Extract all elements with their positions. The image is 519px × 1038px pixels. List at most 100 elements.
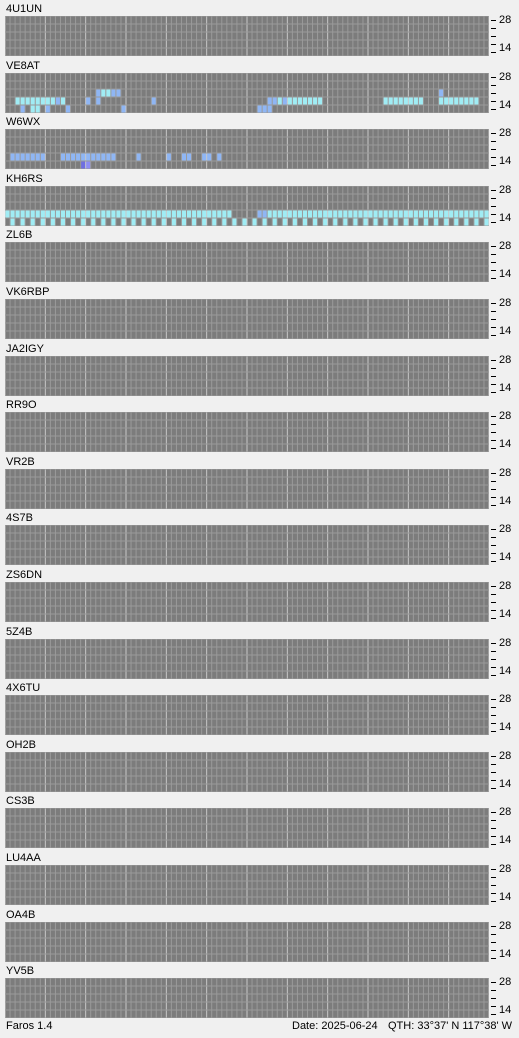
band-label-top: 28 — [499, 806, 512, 818]
station-label-4u1un: 4U1UN — [6, 3, 43, 15]
signal-cell — [453, 97, 459, 105]
signal-cell — [393, 210, 399, 218]
band-label-bottom: 14 — [499, 99, 512, 111]
signal-cell — [50, 210, 56, 218]
signal-cell — [257, 210, 263, 218]
band-label-bottom: 14 — [499, 438, 512, 450]
signal-cell — [80, 153, 86, 161]
band-grid-vk6rbp — [5, 299, 489, 339]
station-label-yv5b: YV5B — [6, 965, 35, 977]
band-tick — [491, 618, 496, 619]
band-label-top: 28 — [499, 14, 512, 26]
band-tick — [491, 497, 496, 498]
band-axis: 28 14 — [490, 637, 519, 679]
signal-cell — [297, 97, 303, 105]
band-tick — [491, 788, 496, 789]
band-tick — [491, 327, 496, 328]
signal-cell — [151, 210, 157, 218]
band-tick — [491, 901, 496, 902]
station-label-rr9o: RR9O — [6, 399, 37, 411]
signal-cell — [231, 218, 237, 226]
signal-cell — [105, 89, 111, 97]
signal-cell — [95, 210, 101, 218]
signal-cell — [181, 218, 187, 226]
band-tick — [491, 836, 496, 837]
band-axis: 28 14 — [490, 240, 519, 282]
signal-cell — [216, 153, 222, 161]
signal-cell — [105, 153, 111, 161]
signal-cell — [5, 210, 11, 218]
band-tick — [491, 772, 496, 773]
signal-cell — [186, 210, 192, 218]
band-tick — [491, 756, 496, 757]
signal-cell — [171, 218, 177, 226]
signal-cell — [65, 105, 71, 113]
signal-cell — [161, 210, 167, 218]
band-tick — [491, 149, 496, 150]
band-tick — [491, 28, 496, 29]
band-tick — [491, 368, 496, 369]
band-tick — [491, 489, 496, 490]
signal-cell — [473, 218, 479, 226]
band-tick — [491, 85, 496, 86]
band-tick — [491, 594, 496, 595]
signal-cell — [60, 210, 66, 218]
station-label-4s7b: 4S7B — [6, 512, 33, 524]
signal-cell — [473, 210, 479, 218]
band-tick — [491, 270, 496, 271]
band-tick — [491, 20, 496, 21]
signal-cell — [201, 218, 207, 226]
band-axis: 28 14 — [490, 127, 519, 169]
signal-cell — [55, 210, 61, 218]
signal-cell — [201, 210, 207, 218]
signal-cell — [282, 218, 288, 226]
band-tick — [491, 190, 496, 191]
signal-cell — [90, 210, 96, 218]
band-tick — [491, 553, 496, 554]
band-tick — [491, 246, 496, 247]
signal-cell — [463, 97, 469, 105]
signal-cell — [85, 97, 91, 105]
signal-cell — [171, 210, 177, 218]
band-grid-4x6tu — [5, 695, 489, 735]
band-tick — [491, 262, 496, 263]
signal-cell — [342, 218, 348, 226]
band-tick — [491, 731, 496, 732]
signal-cell — [458, 210, 464, 218]
band-label-bottom: 14 — [499, 268, 512, 280]
signal-cell — [25, 153, 31, 161]
signal-cell — [70, 210, 76, 218]
band-label-bottom: 14 — [499, 42, 512, 54]
band-axis: 28 14 — [490, 976, 519, 1018]
signal-cell — [80, 161, 86, 169]
band-tick — [491, 360, 496, 361]
signal-cell — [120, 105, 126, 113]
band-tick — [491, 950, 496, 951]
signal-cell — [151, 218, 157, 226]
signal-cell — [131, 218, 137, 226]
band-label-bottom: 14 — [499, 834, 512, 846]
signal-cell — [45, 105, 51, 113]
band-tick — [491, 303, 496, 304]
signal-cell — [252, 218, 258, 226]
signal-cell — [448, 210, 454, 218]
signal-cell — [90, 153, 96, 161]
signal-cell — [60, 97, 66, 105]
band-tick — [491, 440, 496, 441]
band-tick — [491, 667, 496, 668]
signal-cell — [40, 153, 46, 161]
signal-cell — [20, 218, 26, 226]
band-grid-oh2b — [5, 752, 489, 792]
signal-cell — [302, 218, 308, 226]
signal-cell — [433, 210, 439, 218]
band-grid-oa4b — [5, 922, 489, 962]
band-label-top: 28 — [499, 127, 512, 139]
signal-cell — [206, 210, 212, 218]
signal-cell — [468, 210, 474, 218]
band-axis: 28 14 — [490, 297, 519, 339]
signal-cell — [40, 97, 46, 105]
band-tick — [491, 481, 496, 482]
signal-cell — [413, 218, 419, 226]
signal-cell — [388, 210, 394, 218]
band-tick — [491, 885, 496, 886]
